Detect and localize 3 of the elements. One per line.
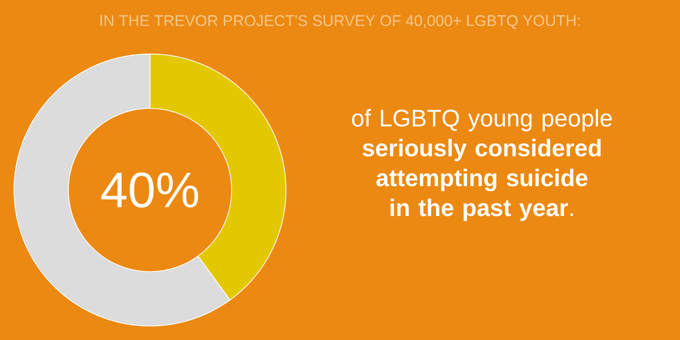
text: IN THE TREVOR PROJECT'S SURVEY OF 40,000+ LGBTQ YOUTH: (100, 15, 580, 29)
text: of LGBTQ young people seriously considered attempting suicide in the past year. (352, 109, 612, 221)
text: 40% (101, 172, 198, 208)
